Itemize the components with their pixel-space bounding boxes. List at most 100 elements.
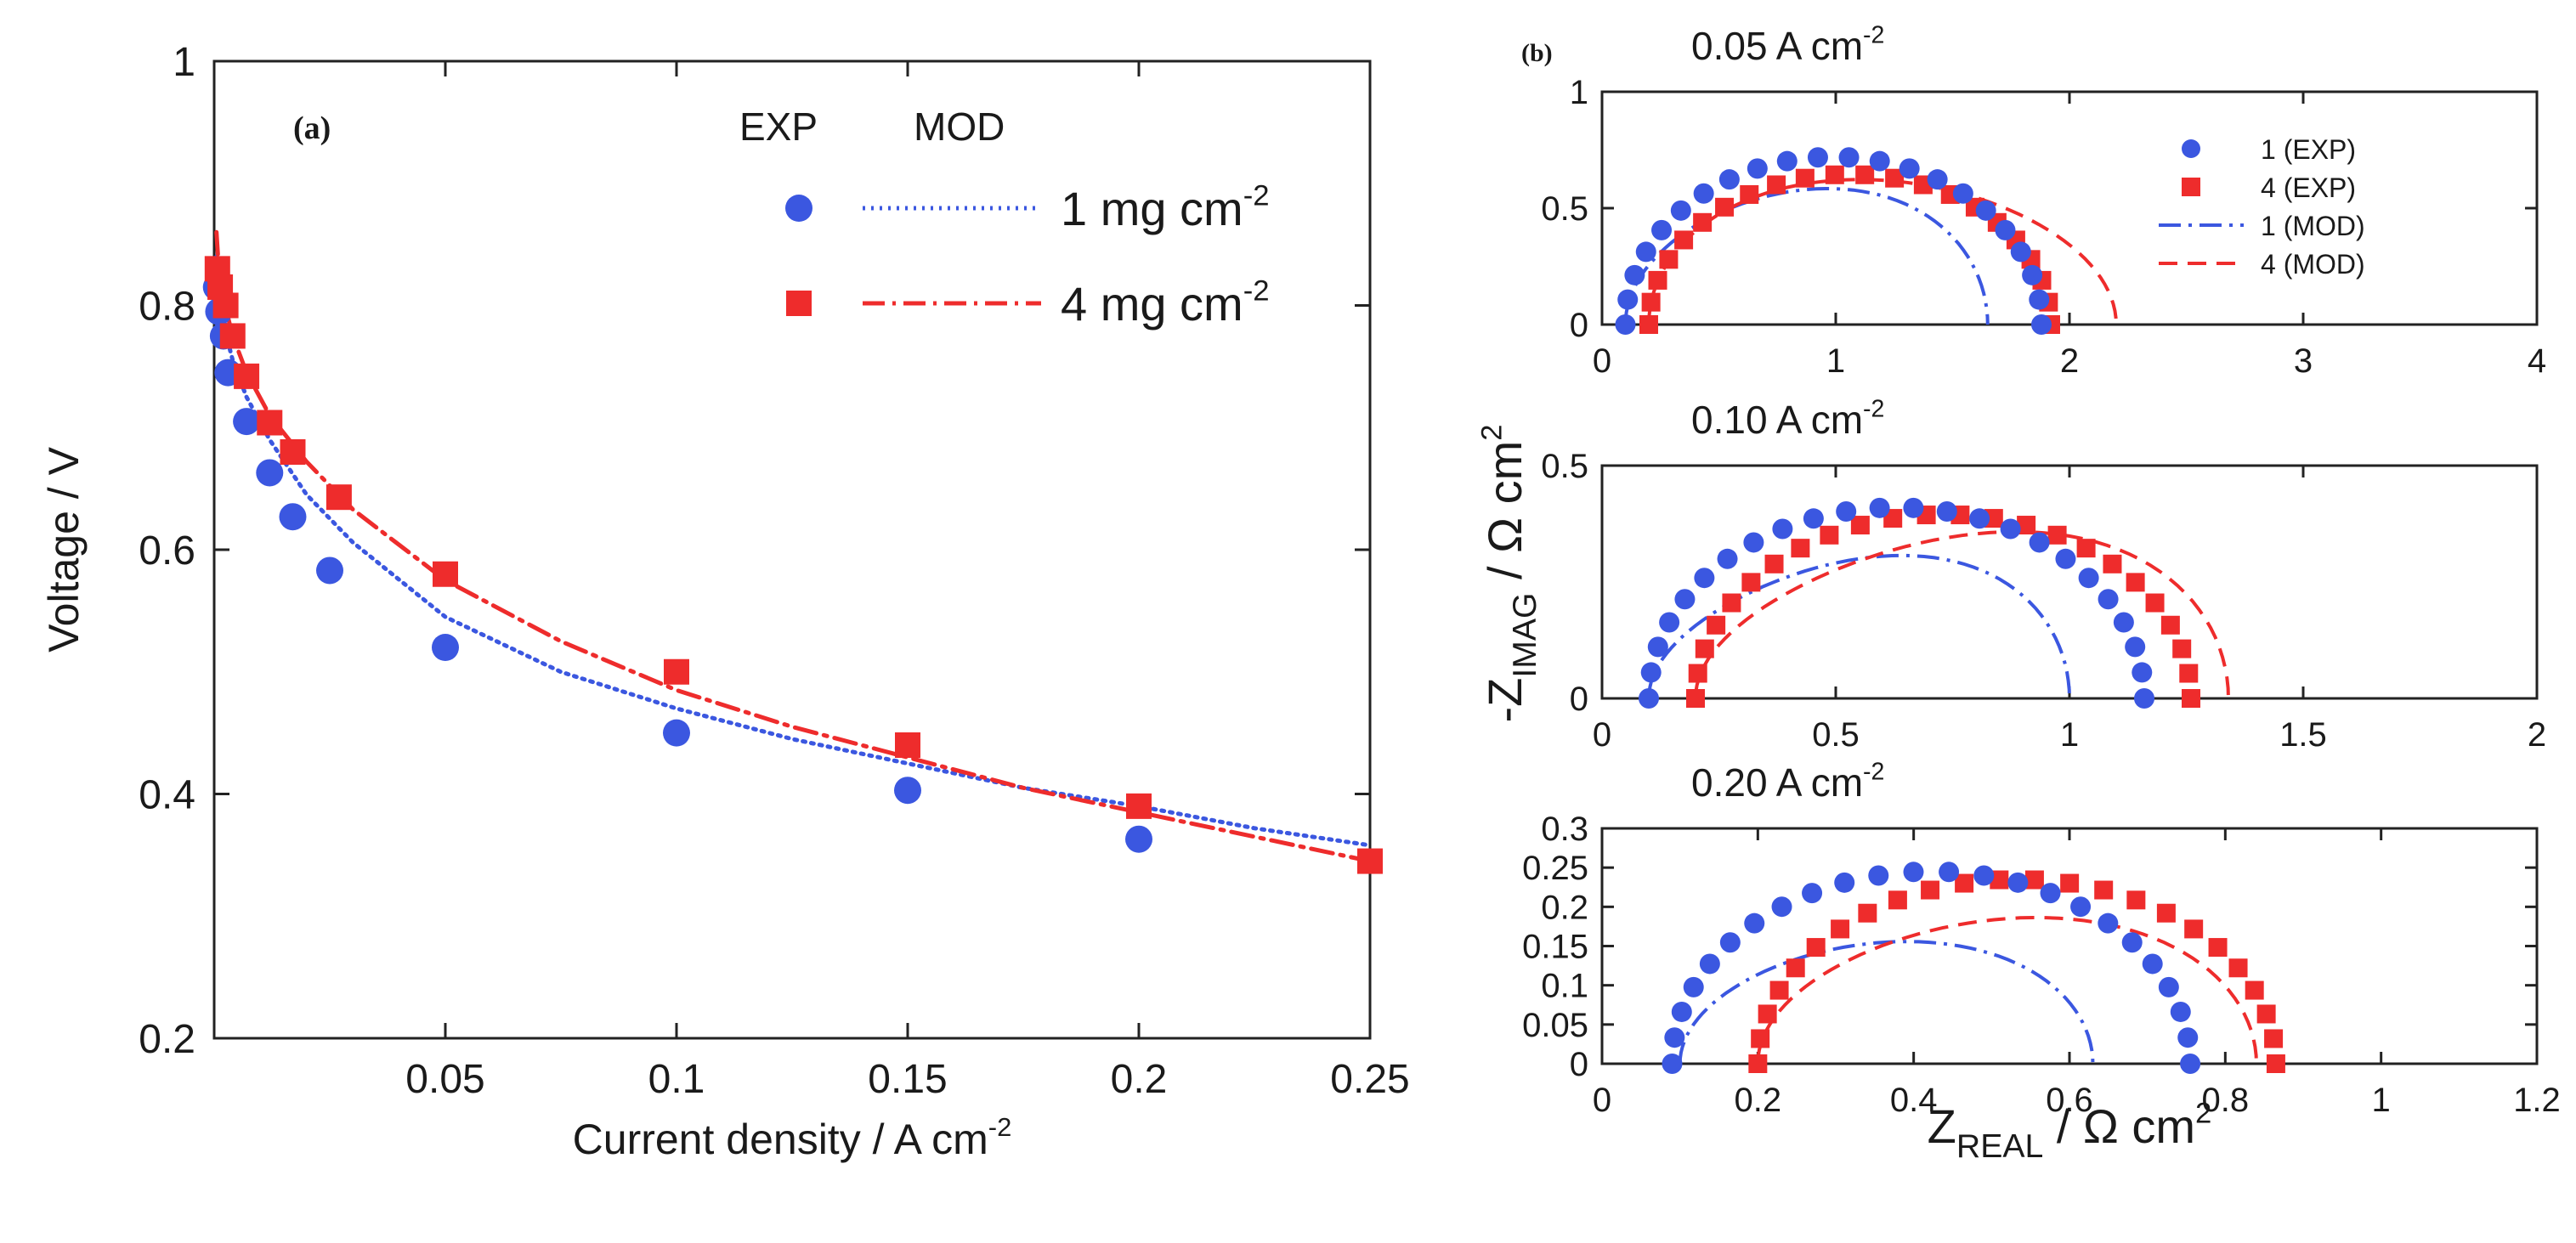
nyquist-xtick-label: 1.5	[2279, 716, 2327, 754]
nyquist-exp-1-point	[1670, 200, 1691, 221]
nyquist-ytick-label: 0.5	[1541, 190, 1588, 228]
series-2-exp-point	[326, 484, 352, 511]
nyquist-exp-1-point	[1639, 688, 1659, 709]
nyquist-exp-1-point	[1743, 532, 1764, 553]
nyquist-exp-4-point	[2024, 870, 2044, 890]
nyquist-exp-1-point	[2007, 872, 2029, 893]
nyquist-ytick-label: 0.1	[1541, 968, 1588, 1005]
nyquist-exp-1-point	[2010, 241, 2031, 263]
panel-a-ytick-label: 1	[173, 40, 195, 85]
nyquist-exp-1-point	[1635, 241, 1656, 263]
panel-a-xtick-label: 0.1	[648, 1057, 705, 1102]
nyquist-exp-1-point	[1969, 508, 1990, 529]
nyquist-exp-4-point	[1825, 165, 1844, 184]
panel-b-label: (b)	[1521, 39, 1553, 67]
nyquist-xtick-label: 0.4	[1890, 1082, 1938, 1119]
panel-b-xlabel: ZREAL / Ω cm2	[1928, 1097, 2212, 1164]
nyquist-exp-1-point	[1834, 872, 1855, 893]
panel-b-legend: 1 (EXP) 4 (EXP) 1 (MOD) 4 (MOD)	[2159, 134, 2365, 280]
nyquist-exp-4-point	[1748, 1054, 1768, 1073]
series-1-exp-point	[279, 503, 307, 531]
nyquist-exp-1-point	[1659, 612, 1680, 633]
panel-a-ytick-label: 0.4	[139, 773, 195, 818]
nyquist-exp-4-point	[1885, 168, 1905, 188]
nyquist-exp-4-point	[2184, 919, 2204, 939]
nyquist-exp-4-point	[2156, 903, 2176, 923]
series-1-exp-point	[233, 408, 261, 436]
panel-a-xtick-label: 0.05	[405, 1057, 484, 1102]
nyquist-ytick-label: 1	[1570, 74, 1588, 111]
panel-a-ylabel: Voltage / V	[40, 446, 88, 652]
series-1-exp-point	[316, 557, 343, 585]
nyquist-exp-4-point	[1674, 230, 1694, 250]
series-2-exp-point	[1357, 848, 1383, 874]
legend-header-exp: EXP	[739, 105, 818, 149]
nyquist-exp-1-point	[2040, 883, 2061, 904]
nyquist-xtick-label: 1.2	[2513, 1082, 2561, 1119]
nyquist-exp-1-point	[1939, 862, 1960, 883]
panel-a-ytick-label: 0.2	[139, 1017, 195, 1062]
nyquist-exp-1-point	[1869, 150, 1890, 172]
nyquist-xtick-label: 2	[2060, 342, 2079, 380]
nyquist-title: 0.05 A cm-2	[1691, 22, 1884, 68]
nyquist-panel-1: 0 1 2 3 4 0 0.5 1 0.05 A cm-2	[1541, 22, 2546, 380]
nyquist-exp-1-point	[1747, 158, 1768, 179]
legend-b-label: 4 (MOD)	[2261, 249, 2365, 280]
nyquist-ytick-label: 0.25	[1522, 850, 1588, 887]
nyquist-frame	[1600, 827, 2539, 1065]
panel-a-label: (a)	[293, 110, 331, 146]
nyquist-exp-4-point	[2094, 880, 2114, 900]
nyquist-exp-1-point	[1975, 200, 1996, 221]
nyquist-exp-1-point	[1674, 589, 1696, 610]
nyquist-exp-4-point	[1764, 554, 1784, 573]
legend-b-label: 4 (EXP)	[2261, 172, 2356, 203]
nyquist-exp-1-point	[2031, 314, 2052, 335]
nyquist-xtick-label: 1	[2060, 716, 2079, 754]
panel-a-xtick-label: 0.2	[1111, 1057, 1168, 1102]
series-1-exp-point	[432, 634, 459, 661]
nyquist-exp-1-point	[2000, 518, 2021, 540]
nyquist-exp-1-point	[2170, 1001, 2191, 1022]
nyquist-exp-1-point	[1662, 1054, 1683, 1074]
nyquist-exp-1-point	[1936, 501, 1957, 523]
nyquist-ytick-label: 0	[1570, 1046, 1588, 1083]
nyquist-ytick-label: 0	[1570, 307, 1588, 344]
nyquist-exp-1-point	[1717, 548, 1738, 569]
nyquist-exp-1-point	[1952, 183, 1973, 204]
nyquist-model-4-line	[1694, 529, 2230, 699]
nyquist-exp-1-point	[2070, 896, 2092, 918]
nyquist-exp-1-point	[2098, 912, 2119, 934]
nyquist-exp-1-point	[1903, 497, 1924, 518]
nyquist-xtick-label: 1	[1826, 342, 1845, 380]
nyquist-exp-4-point	[1990, 870, 2009, 890]
nyquist-exp-4-point	[2126, 890, 2146, 910]
nyquist-exp-4-point	[1921, 880, 1940, 900]
nyquist-model-1-line	[1678, 940, 2095, 1065]
legend-b-label: 1 (MOD)	[2261, 211, 2365, 241]
legend-marker-circle	[785, 195, 812, 222]
nyquist-exp-1-point	[2134, 688, 2154, 709]
nyquist-exp-1-point	[2029, 532, 2050, 553]
nyquist-exp-4-point	[1767, 175, 1786, 195]
nyquist-exp-1-point	[2029, 289, 2050, 310]
series-1-exp-point	[894, 777, 921, 805]
nyquist-exp-4-point	[1791, 539, 1810, 558]
nyquist-exp-4-point	[1850, 516, 1870, 535]
nyquist-exp-1-point	[2098, 589, 2119, 610]
nyquist-exp-1-point	[1617, 289, 1639, 310]
panel-a-xtick-label: 0.25	[1330, 1057, 1409, 1102]
nyquist-exp-4-point	[1688, 664, 1707, 683]
nyquist-model-1-line	[1623, 186, 1990, 325]
nyquist-exp-4-point	[1648, 270, 1667, 290]
nyquist-panel-2: 0 0.5 1 1.5 2 0 0.5 0.10 A cm-2	[1541, 396, 2546, 754]
nyquist-exp-4-point	[1888, 890, 1907, 910]
nyquist-exp-1-point	[1699, 953, 1720, 975]
nyquist-exp-4-point	[2047, 525, 2067, 545]
nyquist-exp-4-point	[1831, 919, 1850, 939]
nyquist-exp-4-point	[1686, 689, 1705, 708]
nyquist-exp-1-point	[2055, 548, 2076, 569]
series-2-exp-point	[1126, 793, 1152, 819]
nyquist-ytick-label: 0.2	[1541, 889, 1588, 926]
nyquist-exp-4-point	[1858, 903, 1877, 923]
